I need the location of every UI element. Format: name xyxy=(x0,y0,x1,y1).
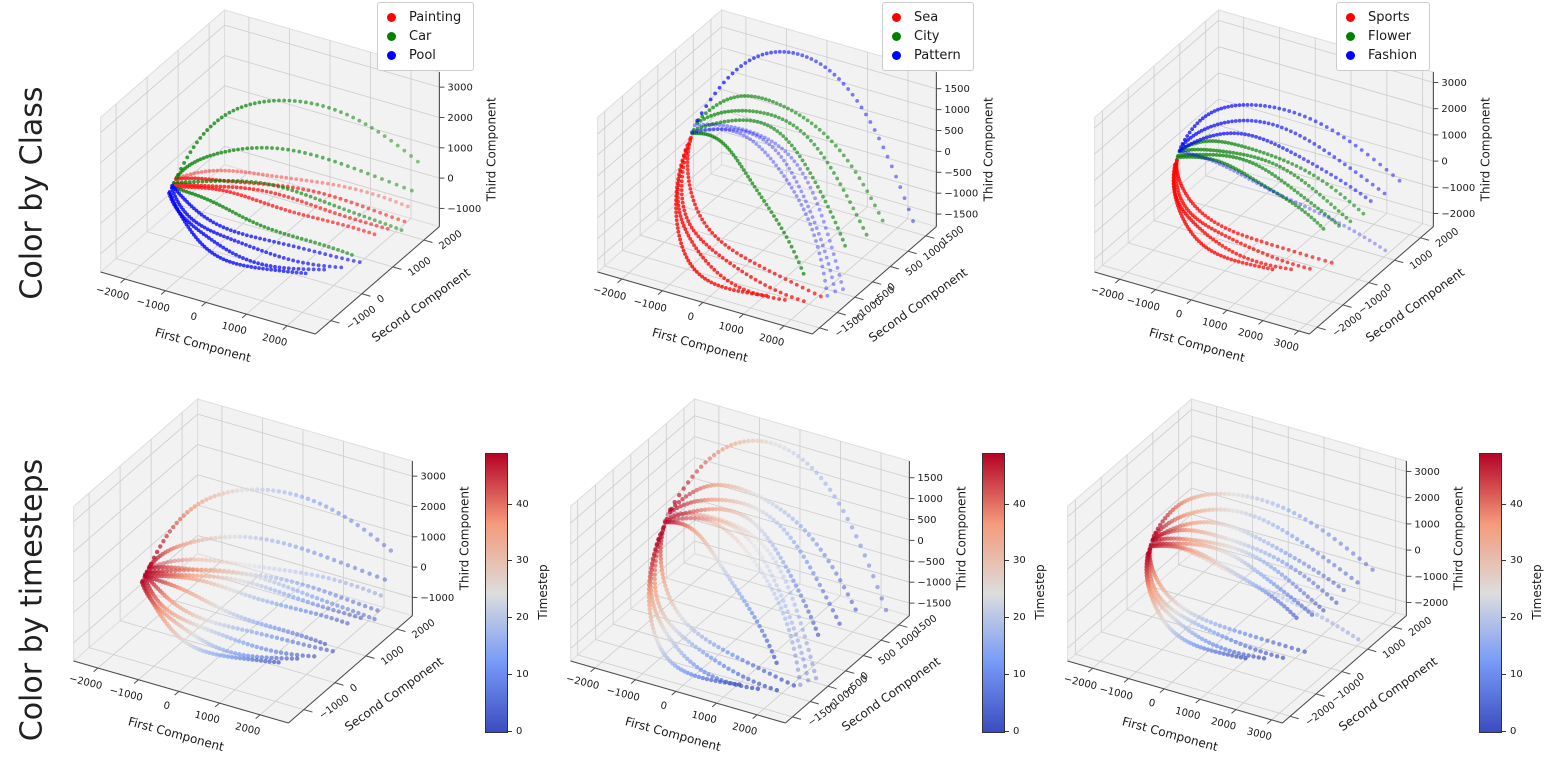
colorbar-tick-label: 40 xyxy=(1013,498,1026,510)
row-label-color-by-timesteps: Color by timesteps xyxy=(14,458,50,742)
colorbar-title: Timestep xyxy=(1530,564,1544,620)
colorbar-tick-label: 0 xyxy=(516,725,523,737)
legend-label: Pool xyxy=(409,48,436,63)
colorbar-tick-label: 20 xyxy=(1013,612,1026,624)
legend-item-pool: Pool xyxy=(387,46,461,65)
subplot-class-painting-car-pool: Painting Car Pool xyxy=(55,0,552,389)
legend-label: Car xyxy=(409,29,432,44)
colorbar-tick-label: 30 xyxy=(1013,555,1026,567)
legend: Sports Flower Fashion xyxy=(1336,2,1431,71)
legend-item-sea: Sea xyxy=(892,8,961,27)
subplot-timestep-sports-flower-fashion: 0 10 20 30 40 Timestep xyxy=(1049,389,1546,778)
legend-label: Sea xyxy=(914,10,939,25)
colorbar-gradient xyxy=(485,453,508,733)
colorbar-tick-label: 40 xyxy=(1510,498,1523,510)
legend-marker-icon xyxy=(387,51,396,60)
colorbar-tick-label: 30 xyxy=(1510,555,1523,567)
colorbar-tick-label: 10 xyxy=(1510,668,1523,680)
legend-marker-icon xyxy=(1346,13,1355,22)
colorbar-tick-label: 10 xyxy=(516,668,529,680)
colorbar-gradient xyxy=(982,453,1005,733)
colorbar-tick xyxy=(1501,560,1506,562)
legend: Painting Car Pool xyxy=(377,2,475,71)
colorbar-title: Timestep xyxy=(536,564,550,620)
legend-label: Flower xyxy=(1368,29,1412,44)
colorbar-tick xyxy=(1004,560,1009,562)
colorbar-tick xyxy=(507,560,512,562)
scatter3d-canvas xyxy=(55,389,552,778)
legend-item-city: City xyxy=(892,27,961,46)
colorbar-tick-label: 0 xyxy=(1510,725,1517,737)
legend-marker-icon xyxy=(1346,32,1355,41)
legend-item-pattern: Pattern xyxy=(892,46,961,65)
scatter3d-canvas xyxy=(1049,389,1546,778)
legend-label: Pattern xyxy=(914,48,961,63)
scatter3d-canvas xyxy=(1049,0,1546,389)
scatter3d-canvas xyxy=(552,0,1049,389)
colorbar: 0 10 20 30 40 Timestep xyxy=(982,453,1049,737)
colorbar-tick xyxy=(1501,503,1506,505)
colorbar-tick-label: 20 xyxy=(516,612,529,624)
subplot-timestep-painting-car-pool: 0 10 20 30 40 Timestep xyxy=(55,389,552,778)
colorbar-tick xyxy=(1004,730,1009,732)
colorbar-tick xyxy=(507,503,512,505)
colorbar-tick-label: 30 xyxy=(516,555,529,567)
colorbar-tick xyxy=(507,673,512,675)
legend: Sea City Pattern xyxy=(882,2,974,71)
row-label-color-by-class: Color by Class xyxy=(14,86,50,300)
legend-marker-icon xyxy=(892,51,901,60)
colorbar-tick-label: 0 xyxy=(1013,725,1020,737)
colorbar-tick xyxy=(1501,730,1506,732)
colorbar-tick-label: 10 xyxy=(1013,668,1026,680)
legend-item-sports: Sports xyxy=(1346,8,1417,27)
legend-label: Painting xyxy=(409,10,462,25)
legend-label: Fashion xyxy=(1368,48,1418,63)
subplot-timestep-sea-city-pattern: 0 10 20 30 40 Timestep xyxy=(552,389,1049,778)
subplot-class-sea-city-pattern: Sea City Pattern xyxy=(552,0,1049,389)
subplot-class-sports-flower-fashion: Sports Flower Fashion xyxy=(1049,0,1546,389)
colorbar-tick-label: 20 xyxy=(1510,612,1523,624)
legend-marker-icon xyxy=(892,32,901,41)
colorbar-tick xyxy=(1004,503,1009,505)
legend-marker-icon xyxy=(1346,51,1355,60)
scatter3d-canvas xyxy=(55,0,552,389)
colorbar-tick xyxy=(1004,617,1009,619)
legend-item-flower: Flower xyxy=(1346,27,1417,46)
colorbar-gradient xyxy=(1479,453,1502,733)
legend-item-car: Car xyxy=(387,27,461,46)
scatter3d-canvas xyxy=(552,389,1049,778)
legend-label: City xyxy=(914,29,940,44)
legend-item-fashion: Fashion xyxy=(1346,46,1417,65)
colorbar-tick xyxy=(507,730,512,732)
legend-label: Sports xyxy=(1368,10,1410,25)
legend-marker-icon xyxy=(892,13,901,22)
colorbar-title: Timestep xyxy=(1033,564,1047,620)
colorbar-tick xyxy=(1501,617,1506,619)
colorbar: 0 10 20 30 40 Timestep xyxy=(1479,453,1546,737)
colorbar-tick xyxy=(1501,673,1506,675)
legend-marker-icon xyxy=(387,13,396,22)
colorbar-tick-label: 40 xyxy=(516,498,529,510)
legend-marker-icon xyxy=(387,32,396,41)
legend-item-painting: Painting xyxy=(387,8,461,27)
colorbar-tick xyxy=(507,617,512,619)
colorbar: 0 10 20 30 40 Timestep xyxy=(485,453,552,737)
colorbar-tick xyxy=(1004,673,1009,675)
